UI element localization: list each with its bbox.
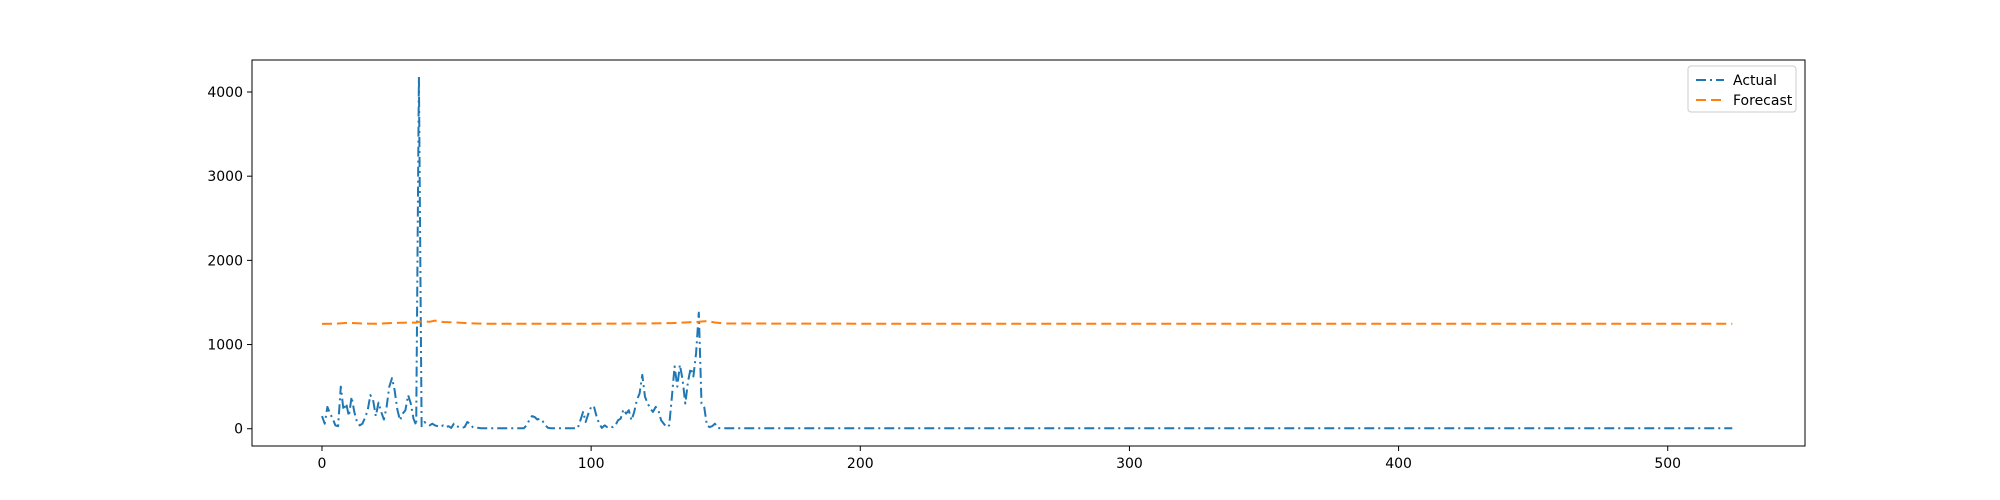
plot-layer (321, 75, 1733, 430)
legend-label-forecast: Forecast (1733, 93, 1793, 109)
y-tick-label: 4000 (207, 85, 243, 101)
x-axis: 0 100 200 300 400 500 (318, 446, 1681, 472)
series-line-forecast (321, 319, 1733, 325)
x-tick-label: 200 (847, 456, 874, 472)
legend-label-actual: Actual (1733, 73, 1777, 89)
y-tick-label: 2000 (207, 253, 243, 269)
axes-frame (251, 59, 1806, 447)
x-tick-label: 500 (1654, 456, 1681, 472)
legend: Actual Forecast (1687, 65, 1797, 113)
x-tick-label: 0 (318, 456, 327, 472)
y-tick-label: 1000 (207, 338, 243, 354)
x-tick-label: 300 (1116, 456, 1143, 472)
y-tick-label: 0 (234, 422, 243, 438)
y-tick-label: 3000 (207, 169, 243, 185)
series-line-actual (321, 75, 1733, 430)
y-axis: 0 1000 2000 3000 4000 (207, 85, 252, 438)
x-tick-label: 400 (1385, 456, 1412, 472)
x-tick-label: 100 (578, 456, 605, 472)
